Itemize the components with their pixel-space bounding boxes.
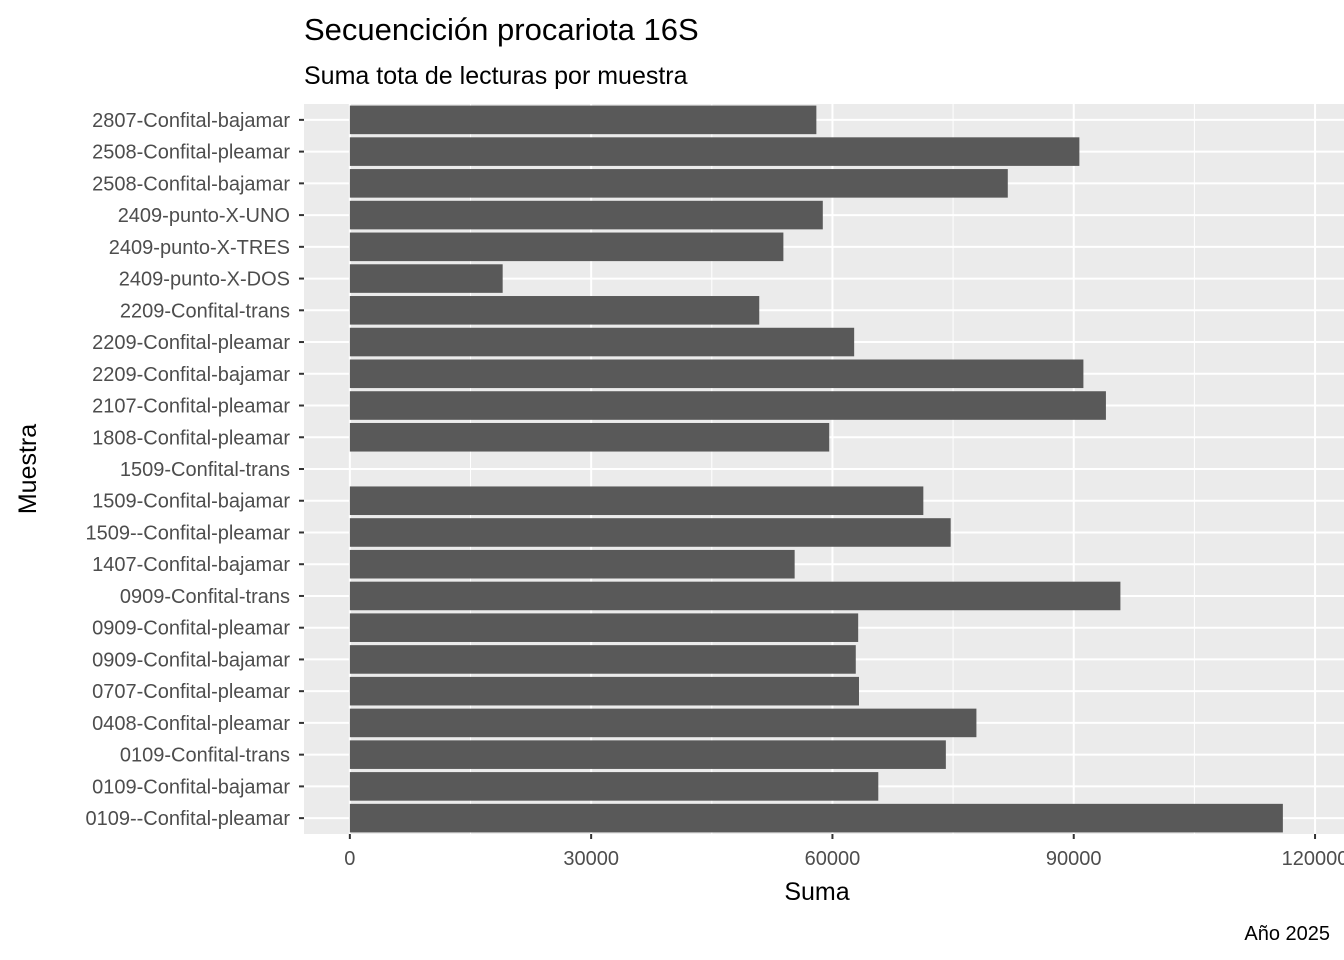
y-tick-label: 1407-Confital-bajamar	[92, 554, 290, 576]
x-tick-label: 30000	[563, 848, 619, 870]
y-tick-label: 0109--Confital-pleamar	[85, 808, 290, 830]
caption: Año 2025	[1244, 923, 1330, 945]
y-tick-label: 2409-punto-X-DOS	[119, 269, 290, 291]
y-tick-label: 2209-Confital-trans	[120, 300, 290, 322]
bar	[349, 137, 1080, 166]
y-tick-label: 0909-Confital-bajamar	[92, 649, 290, 671]
x-tick-label: 120000	[1282, 848, 1344, 870]
bar	[349, 581, 1121, 611]
bar	[349, 359, 1084, 389]
x-tick-label: 60000	[805, 848, 861, 870]
y-tick-label: 1509-Confital-trans	[120, 459, 290, 481]
x-axis: 0 30000 60000 90000 120000	[344, 834, 1344, 870]
y-tick-label: 2409-punto-X-UNO	[118, 205, 290, 227]
chart-title: Secuencición procariota 16S	[304, 12, 699, 47]
bar	[349, 645, 856, 674]
chart-subtitle: Suma tota de lecturas por muestra	[304, 62, 688, 90]
y-tick-label: 2807-Confital-bajamar	[92, 110, 290, 132]
bar	[349, 676, 859, 706]
y-tick-label: 0109-Confital-bajamar	[92, 776, 290, 798]
y-tick-label: 2508-Confital-bajamar	[92, 173, 290, 195]
y-axis-label: Muestra	[14, 424, 42, 514]
y-tick-label: 2508-Confital-pleamar	[92, 142, 290, 164]
y-tick-label: 0408-Confital-pleamar	[92, 713, 290, 735]
y-tick-label: 2107-Confital-pleamar	[92, 396, 290, 418]
bar	[349, 518, 951, 547]
x-axis-label: Suma	[784, 878, 849, 906]
bars	[349, 105, 1283, 833]
y-tick-label: 1509--Confital-pleamar	[85, 522, 290, 544]
y-tick-label: 2209-Confital-pleamar	[92, 332, 290, 354]
x-tick-label: 90000	[1046, 848, 1102, 870]
bar	[349, 772, 879, 801]
y-tick-label: 0909-Confital-trans	[120, 586, 290, 608]
bar	[349, 327, 855, 357]
y-axis: 2807-Confital-bajamar 2508-Confital-pleam…	[85, 110, 304, 830]
bar	[349, 232, 784, 262]
bar	[349, 803, 1283, 833]
x-tick-label: 0	[344, 848, 355, 870]
bar	[349, 169, 1008, 198]
bar	[349, 296, 760, 325]
y-tick-label: 1808-Confital-pleamar	[92, 427, 290, 449]
y-tick-label: 1509-Confital-bajamar	[92, 491, 290, 513]
bar	[349, 391, 1106, 420]
bar	[349, 422, 830, 452]
y-tick-label: 0707-Confital-pleamar	[92, 681, 290, 703]
bar	[349, 708, 977, 738]
y-tick-label: 2209-Confital-bajamar	[92, 364, 290, 386]
bar	[349, 613, 859, 642]
bar	[349, 200, 823, 230]
bar	[349, 264, 503, 293]
bar	[349, 105, 817, 135]
bar	[349, 740, 946, 769]
bar	[349, 549, 795, 579]
y-tick-label: 2409-punto-X-TRES	[109, 237, 290, 259]
y-tick-label: 0109-Confital-trans	[120, 745, 290, 767]
bar	[349, 486, 924, 516]
y-tick-label: 0909-Confital-pleamar	[92, 618, 290, 640]
